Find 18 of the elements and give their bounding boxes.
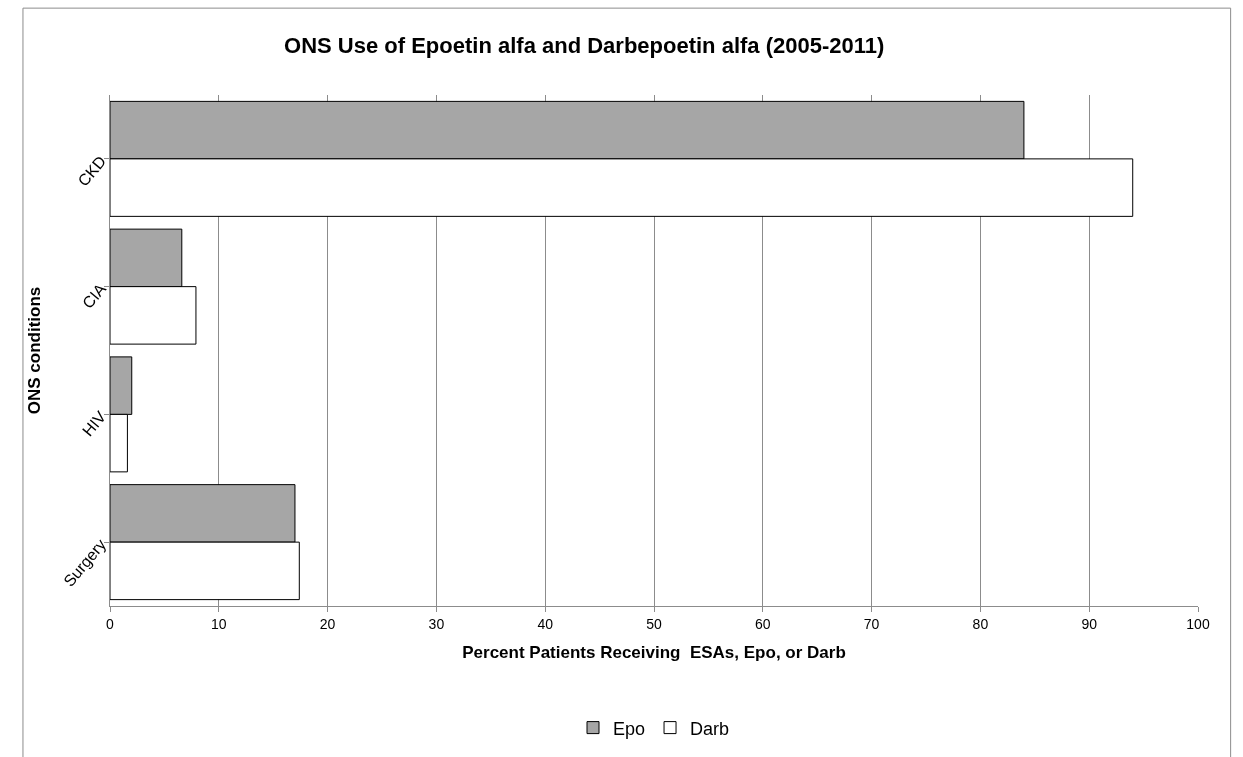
chart-title: ONS Use of Epoetin alfa and Darbepoetin alfa (2005-2011)	[284, 33, 885, 59]
x-tick-label: 40	[537, 615, 554, 632]
x-tick-label: 20	[319, 615, 336, 632]
x-tick-label: 50	[646, 615, 662, 632]
x-tick-label: 70	[863, 615, 880, 632]
x-tick-label: 0	[106, 615, 115, 632]
x-tick-label: 10	[211, 615, 227, 632]
x-axis-title: Percent Patients Receiving ESAs, Epo, or Darb	[462, 643, 846, 663]
x-tick-label: 80	[972, 615, 989, 632]
legend-label: Darb	[690, 718, 730, 739]
x-tick-label: 60	[755, 615, 771, 632]
x-tick-label: 30	[428, 615, 445, 632]
y-tick-label: HIV	[79, 407, 110, 440]
y-tick-label: CIA	[79, 280, 110, 312]
legend-label: Epo	[613, 718, 646, 739]
x-tick-label: 90	[1081, 615, 1098, 632]
x-tick-label: 100	[1186, 615, 1210, 632]
y-axis-title: ONS conditions	[24, 286, 44, 415]
